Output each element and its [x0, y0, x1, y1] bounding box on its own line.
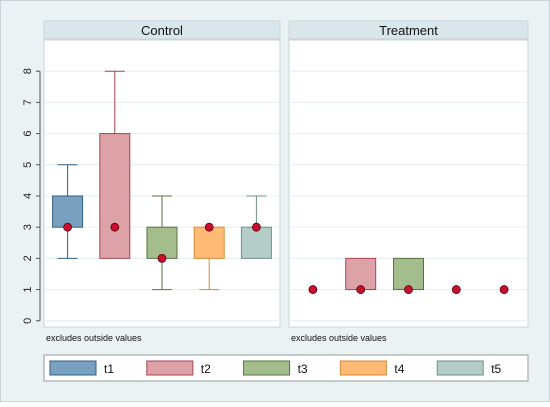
- y-tick-label: 2: [22, 255, 34, 261]
- y-tick-label: 6: [22, 131, 34, 137]
- box-t5: [240, 226, 272, 259]
- legend-label-t3: t3: [298, 362, 308, 376]
- marker-t1: [63, 222, 72, 232]
- marker-t4: [204, 222, 214, 232]
- y-tick-label: 5: [22, 162, 34, 168]
- legend-label-t5: t5: [491, 362, 501, 376]
- legend-label-t4: t4: [394, 362, 404, 376]
- panel-note: excludes outside values: [46, 333, 142, 343]
- box-t2: [345, 257, 377, 291]
- legend-swatch-t5: [436, 360, 484, 376]
- marker-t3: [157, 253, 167, 263]
- panel-title: Control: [141, 23, 183, 38]
- y-tick-label: 7: [22, 99, 34, 105]
- panel-header: [288, 20, 529, 40]
- y-tick-label: 1: [22, 287, 34, 293]
- marker-t5: [499, 285, 509, 294]
- legend-label-t2: t2: [201, 362, 211, 376]
- legend-swatch-t2: [146, 360, 194, 376]
- box-t3: [146, 226, 178, 259]
- box-t1: [52, 195, 84, 228]
- marker-t2: [110, 222, 120, 232]
- marker-t1: [308, 285, 318, 294]
- panel-title: Treatment: [379, 23, 438, 38]
- legend-swatch-t1: [49, 360, 97, 376]
- y-tick-label: 4: [22, 193, 34, 199]
- y-tick-label: 8: [22, 68, 34, 74]
- marker-t3: [404, 285, 413, 294]
- marker-t5: [251, 222, 261, 232]
- marker-t2: [356, 285, 366, 294]
- y-tick-label: 3: [22, 224, 34, 230]
- panel-header: [43, 20, 281, 40]
- y-tick-label: 0: [22, 318, 34, 324]
- box-t4: [193, 226, 225, 259]
- panel-note: excludes outside values: [291, 333, 387, 343]
- box-t3: [393, 257, 424, 291]
- legend-swatch-t3: [243, 360, 291, 376]
- legend-swatch-t4: [339, 360, 387, 376]
- marker-t4: [451, 285, 461, 294]
- legend-label-t1: t1: [104, 362, 114, 376]
- box-t2: [99, 133, 131, 259]
